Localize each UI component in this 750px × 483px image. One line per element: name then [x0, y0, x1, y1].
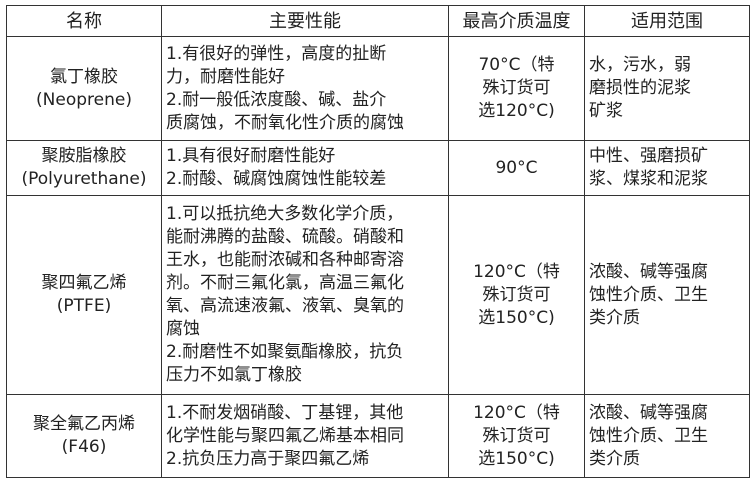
cell-line: 化学性能与聚四氟乙烯基本相同: [166, 425, 404, 446]
cell-line: 2.抗负压力高于聚四氟乙烯: [166, 448, 370, 469]
cell-line: 浆、煤浆和泥浆: [589, 169, 708, 189]
cell-line: 氯丁橡胶: [50, 66, 118, 87]
cell-name: 聚全氟乙丙烯 (F46): [6, 394, 162, 478]
cell-line: 水，污水，弱: [589, 55, 691, 75]
cell-line: (Polyurethane): [21, 169, 147, 189]
cell-line: 120°C（特: [473, 261, 560, 282]
cell-performance: 1.可以抵抗绝大多数化学介质， 能耐沸腾的盐酸、硫酸。硝酸和 王水，也能耐浓碱和各种…: [161, 195, 449, 395]
cell-name: 聚四氟乙烯 (PTFE): [6, 195, 162, 395]
cell-line: (F46): [61, 437, 107, 457]
cell-line: 2.耐磨性不如聚氨酯橡胶，抗负: [166, 342, 404, 362]
cell-line: 力，耐磨性能好: [166, 66, 285, 87]
cell-line: 类介质: [589, 307, 640, 328]
cell-performance: 1.不耐发烟硝酸、丁基锂，其他 化学性能与聚四氟乙烯基本相同 2.抗负压力高于聚四氟…: [161, 394, 449, 478]
cell-line: 殊订货可: [482, 425, 551, 446]
cell-line: 殊订货可: [482, 78, 551, 98]
cell-application: 浓酸、碱等强腐 蚀性介质、卫生 类介质: [584, 394, 750, 478]
cell-max-temp: 90°C: [448, 140, 585, 196]
cell-line: 聚四氟乙烯: [41, 273, 127, 293]
cell-max-temp: 70°C（特 殊订货可选120°C): [448, 36, 585, 141]
cell-line: 聚胺脂橡胶: [41, 146, 127, 166]
header-performance: 主要性能: [161, 5, 449, 37]
cell-line: 蚀性介质、卫生: [589, 284, 708, 305]
cell-line: 1.可以抵抗绝大多数化学介质，: [166, 204, 404, 224]
cell-performance: 1.有很好的弹性，高度的扯断 力，耐磨性能好 2.耐一般低浓度酸、碱、盐介 质腐蚀，不…: [161, 36, 449, 141]
cell-line: 能耐沸腾的盐酸、硫酸。硝酸和: [166, 227, 404, 247]
cell-line: 1.有很好的弹性，高度的扯断: [166, 43, 387, 64]
cell-performance: 1.具有很好耐磨性能好 2.耐酸、碱腐蚀腐蚀性能较差: [161, 140, 449, 196]
table-row: 聚胺脂橡胶 (Polyurethane) 1.具有很好耐磨性能好 2.耐酸、碱腐蚀腐蚀…: [6, 140, 750, 196]
cell-line: 腐蚀: [166, 319, 200, 339]
cell-line: 王水，也能耐浓碱和各种邮寄溶: [166, 250, 404, 270]
table-row: 聚全氟乙丙烯 (F46) 1.不耐发烟硝酸、丁基锂，其他 化学性能与聚四氟乙烯基本相同…: [6, 394, 750, 478]
cell-line: (PTFE): [56, 296, 112, 316]
cell-line: 90°C: [495, 157, 538, 178]
cell-line: 选150°C): [478, 307, 555, 328]
header-max-temp: 最高介质温度: [448, 5, 585, 37]
cell-line: 剂。不耐三氟化氯，高温三氟化: [166, 273, 404, 293]
cell-application: 中性、强磨损矿 浆、煤浆和泥浆: [584, 140, 750, 196]
cell-line: 蚀性介质、卫生: [589, 425, 708, 446]
cell-line: 聚全氟乙丙烯: [33, 414, 135, 434]
cell-line: 70°C（特: [478, 55, 555, 75]
lining-material-table: 名称 主要性能 最高介质温度 适用范围 氯丁橡胶 (Neoprene) 1.有很好的…: [6, 5, 750, 478]
cell-line: 浓酸、碱等强腐: [589, 261, 708, 282]
cell-line: 1.具有很好耐磨性能好: [166, 146, 336, 166]
header-application: 适用范围: [584, 5, 750, 37]
cell-line: 质腐蚀，不耐氧化性介质的腐蚀: [166, 112, 404, 133]
cell-line: (Neoprene): [36, 89, 132, 110]
cell-line: 1.不耐发烟硝酸、丁基锂，其他: [166, 402, 404, 423]
cell-name: 聚胺脂橡胶 (Polyurethane): [6, 140, 162, 196]
cell-max-temp: 120°C（特 殊订货可 选150°C): [448, 195, 585, 395]
cell-line: 压力不如氯丁橡胶: [166, 365, 302, 385]
table-header-row: 名称 主要性能 最高介质温度 适用范围: [6, 5, 750, 37]
cell-line: 氧、高流速液氟、液氧、臭氧的: [166, 296, 404, 316]
table-row: 氯丁橡胶 (Neoprene) 1.有很好的弹性，高度的扯断 力，耐磨性能好 2.耐一般…: [6, 36, 750, 141]
cell-line: 磨损性的泥浆: [589, 78, 691, 98]
cell-line: 浓酸、碱等强腐: [589, 402, 708, 423]
cell-name: 氯丁橡胶 (Neoprene): [6, 36, 162, 141]
cell-line: 殊订货可: [482, 284, 551, 305]
cell-line: 120°C（特: [473, 402, 560, 423]
cell-line: 矿浆: [589, 101, 623, 121]
table-row: 聚四氟乙烯 (PTFE) 1.可以抵抗绝大多数化学介质， 能耐沸腾的盐酸、硫酸。硝酸和…: [6, 195, 750, 395]
cell-application: 水，污水，弱 磨损性的泥浆 矿浆: [584, 36, 750, 141]
cell-line: 选150°C): [478, 448, 555, 469]
cell-line: 2.耐一般低浓度酸、碱、盐介: [166, 89, 387, 110]
cell-application: 浓酸、碱等强腐 蚀性介质、卫生 类介质: [584, 195, 750, 395]
cell-line: 类介质: [589, 448, 640, 469]
cell-line: 中性、强磨损矿: [589, 146, 708, 166]
header-name: 名称: [6, 5, 162, 37]
cell-max-temp: 120°C（特 殊订货可 选150°C): [448, 394, 585, 478]
cell-line: 选120°C): [478, 101, 555, 121]
cell-line: 2.耐酸、碱腐蚀腐蚀性能较差: [166, 169, 387, 189]
